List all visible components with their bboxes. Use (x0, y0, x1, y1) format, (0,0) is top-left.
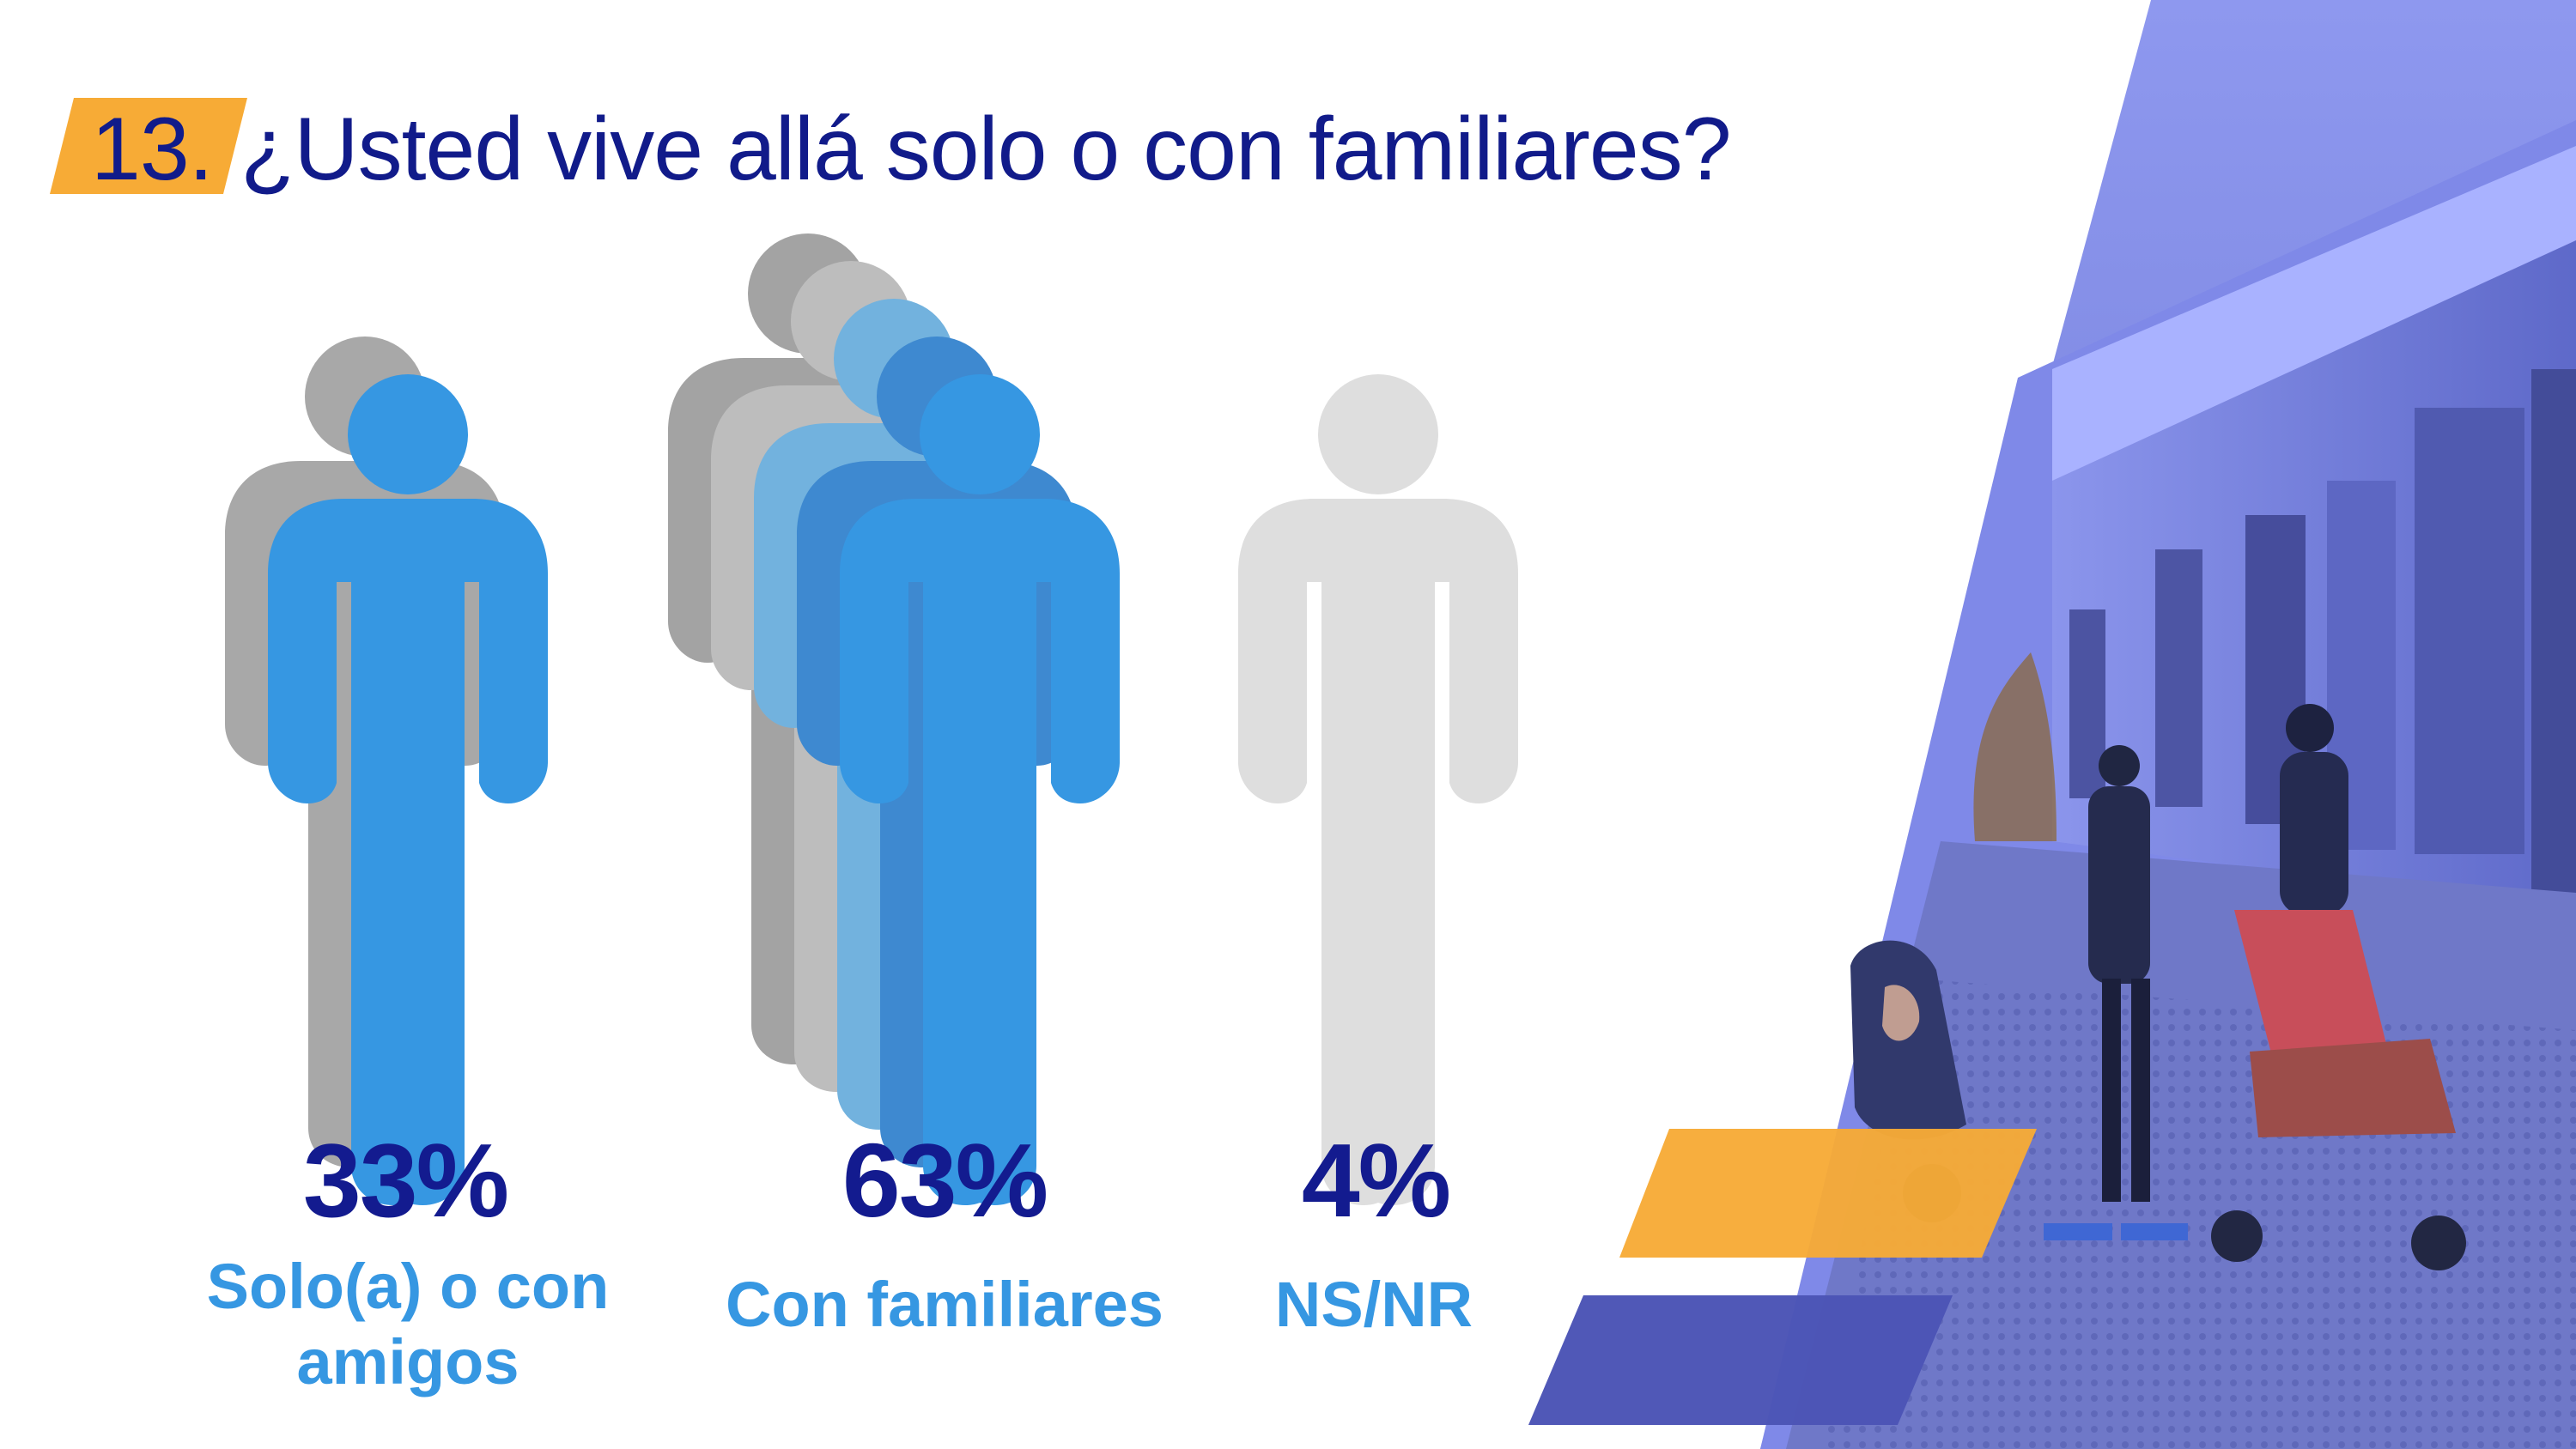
pictograph-figures (225, 233, 1518, 1205)
question-number-tag (50, 98, 247, 194)
category-label-familiares: Con familiares (726, 1269, 1163, 1340)
people-pair-icon (225, 336, 548, 1205)
street-photo-icon (1760, 0, 2576, 1449)
question-header: 13. ¿Usted vive allá solo o con familiar… (50, 93, 1853, 204)
family-group-icon-person-5 (840, 374, 1120, 1205)
value-label-solo-amigos: 33% (302, 1122, 509, 1239)
value-label-familiares: 63% (841, 1122, 1048, 1239)
decor-accent-shapes (1528, 1129, 2037, 1425)
question-number: 13. (91, 100, 214, 199)
single-person-icon (1238, 374, 1518, 1205)
category-label-solo-amigos: Solo(a) o con amigos (206, 1251, 610, 1397)
people-pair-icon-person-2 (268, 374, 548, 1205)
category-label-ns-nr: NS/NR (1274, 1269, 1473, 1340)
single-person-icon-person-1 (1238, 374, 1518, 1205)
family-group-icon (668, 233, 1120, 1205)
value-label-ns-nr: 4% (1301, 1122, 1451, 1239)
question-title: ¿Usted vive allá solo o con familiares? (240, 100, 1732, 199)
